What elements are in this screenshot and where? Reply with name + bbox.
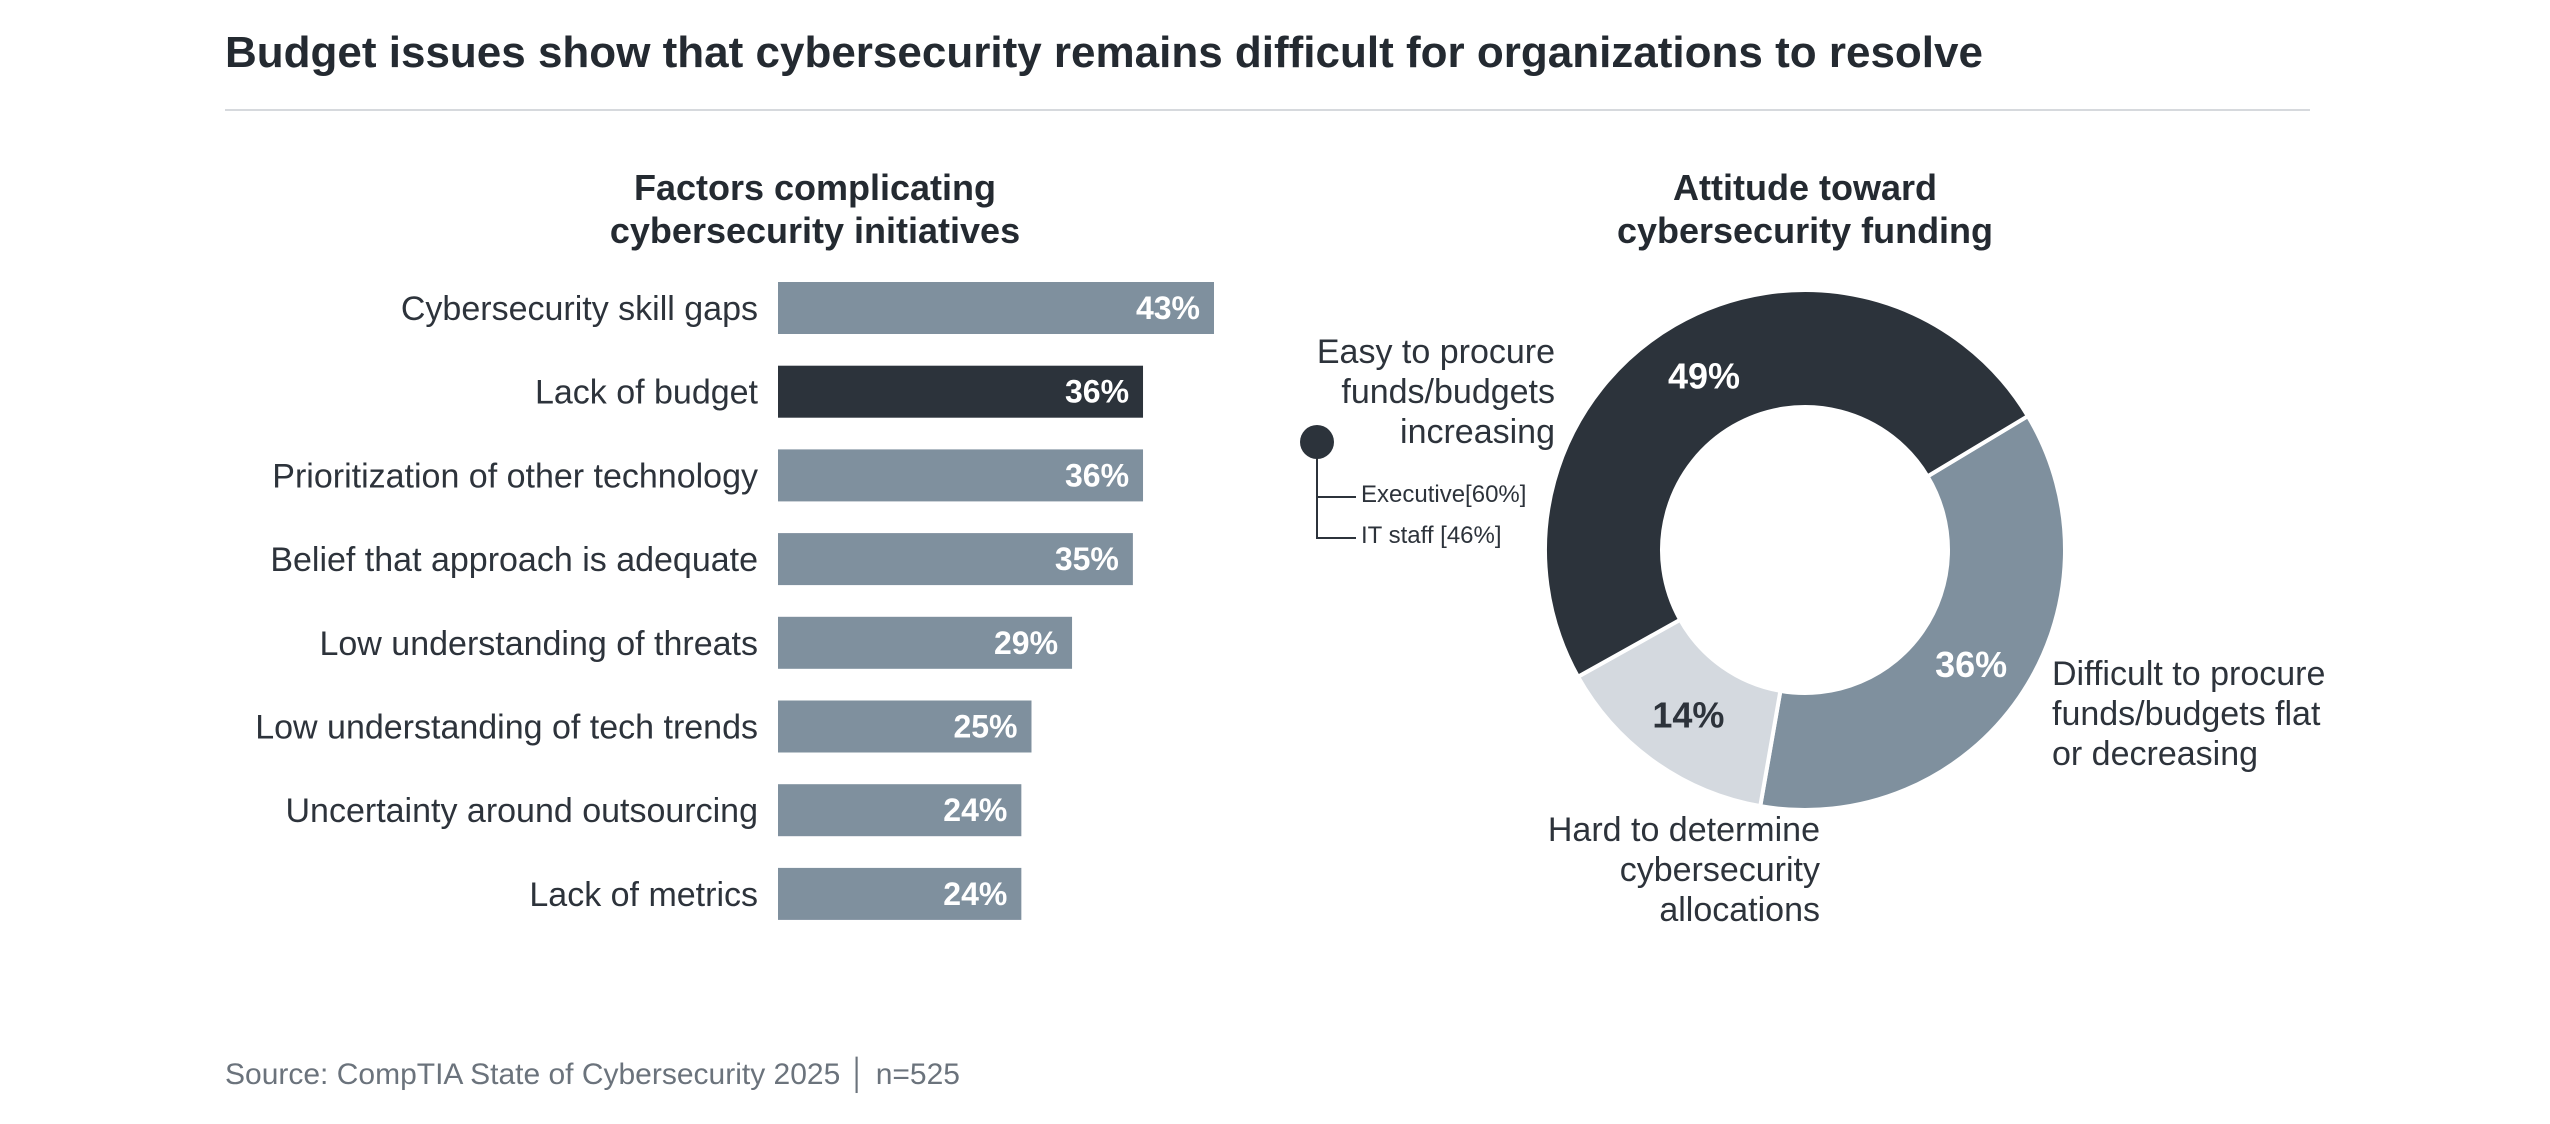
bar-row: Low understanding of threats 29% xyxy=(319,616,1073,669)
bar xyxy=(778,784,1022,837)
bar xyxy=(778,449,1144,502)
bar-row: Prioritization of other technology 36% xyxy=(272,449,1144,502)
bar xyxy=(778,867,1022,920)
donut-slice-value-label: 14% xyxy=(1652,694,1724,735)
donut-slice-value-label: 36% xyxy=(1935,644,2007,685)
donut-chart-title: Attitude toward cybersecurity funding xyxy=(1555,166,2055,252)
donut-chart-title-line-2: cybersecurity funding xyxy=(1616,210,1994,251)
slice-label-hard-line-3: allocations xyxy=(1659,891,1820,929)
bar-row: Uncertainty around outsourcing 24% xyxy=(286,784,1022,837)
slice-label-hard-line-2: cybersecurity xyxy=(1619,851,1820,889)
breakdown-label-executive: Executive[60%] xyxy=(1361,481,1527,508)
bar-value-label: 29% xyxy=(994,625,1058,661)
bar-value-label: 35% xyxy=(1055,541,1119,577)
breakdown-dot-marker xyxy=(1300,425,1334,459)
donut-chart-title-line-1: Attitude toward xyxy=(1673,167,1937,208)
slice-label-hard-to-determine: Hard to determine cybersecurity allocati… xyxy=(1500,810,1820,930)
slice-label-difficult-line-1: Difficult to procure xyxy=(2052,655,2326,693)
breakdown-tick xyxy=(1316,496,1356,498)
bar xyxy=(778,700,1032,753)
slice-label-difficult-to-procure: Difficult to procure funds/budgets flat … xyxy=(2052,654,2325,774)
bar-category-label: Lack of metrics xyxy=(529,876,758,914)
bar-chart: Cybersecurity skill gaps 43% Lack of budge… xyxy=(255,282,1214,920)
bar-chart-title-line-2: cybersecurity initiatives xyxy=(609,210,1021,251)
bar-category-label: Lack of budget xyxy=(535,374,759,412)
easy-to-procure-breakdown: Executive[60%] IT staff [46%] xyxy=(1300,425,1600,550)
bar-category-label: Belief that approach is adequate xyxy=(270,541,758,579)
breakdown-tick xyxy=(1316,537,1356,539)
bar-category-label: Cybersecurity skill gaps xyxy=(401,290,758,328)
breakdown-label-it-staff: IT staff [46%] xyxy=(1361,522,1502,549)
bar-value-label: 36% xyxy=(1065,457,1129,493)
bar-chart-title-line-1: Factors complicating xyxy=(633,167,997,208)
bar xyxy=(778,616,1073,669)
bar xyxy=(778,533,1133,586)
bar-chart-title: Factors complicating cybersecurity initi… xyxy=(560,166,1070,252)
donut-chart: 36% 14% 49% xyxy=(1543,288,2067,812)
bar xyxy=(778,282,1214,334)
bar-row: Belief that approach is adequate 35% xyxy=(270,533,1133,586)
bar-row: Low understanding of tech trends 25% xyxy=(255,700,1032,753)
slice-label-difficult-line-3: or decreasing xyxy=(2052,735,2259,773)
page-title: Budget issues show that cybersecurity re… xyxy=(225,28,1983,77)
slice-label-easy-line-1: Easy to procure xyxy=(1316,333,1555,371)
bar-value-label: 24% xyxy=(943,876,1007,912)
donut-slice xyxy=(1575,617,1783,809)
bar-value-label: 43% xyxy=(1136,290,1200,326)
bar-category-label: Prioritization of other technology xyxy=(272,457,758,495)
slice-label-hard-line-1: Hard to determine xyxy=(1547,811,1820,849)
bar-row: Cybersecurity skill gaps 43% xyxy=(401,282,1214,334)
donut-slice xyxy=(1543,288,2031,680)
slice-label-easy-to-procure: Easy to procure funds/budgets increasing xyxy=(1260,332,1555,452)
bar-value-label: 25% xyxy=(953,709,1017,745)
donut-slice-value-label: 49% xyxy=(1668,356,1740,397)
slice-label-difficult-line-2: funds/budgets flat xyxy=(2052,695,2321,733)
bar-row: Lack of metrics 24% xyxy=(529,867,1022,920)
bar-category-label: Uncertainty around outsourcing xyxy=(286,792,759,830)
bar-category-label: Low understanding of tech trends xyxy=(255,709,758,747)
bar-value-label: 36% xyxy=(1065,374,1129,410)
bar-value-label: 24% xyxy=(943,792,1007,828)
donut-slice xyxy=(1757,413,2067,812)
source-note: Source: CompTIA State of Cybersecurity 2… xyxy=(225,1058,960,1091)
bar-row: Lack of budget 36% xyxy=(535,365,1144,418)
title-divider xyxy=(225,109,2310,111)
slice-label-easy-line-2: funds/budgets xyxy=(1341,373,1555,411)
bar-category-label: Low understanding of threats xyxy=(319,625,758,663)
bar xyxy=(778,365,1144,418)
slice-label-easy-line-3: increasing xyxy=(1400,413,1555,451)
